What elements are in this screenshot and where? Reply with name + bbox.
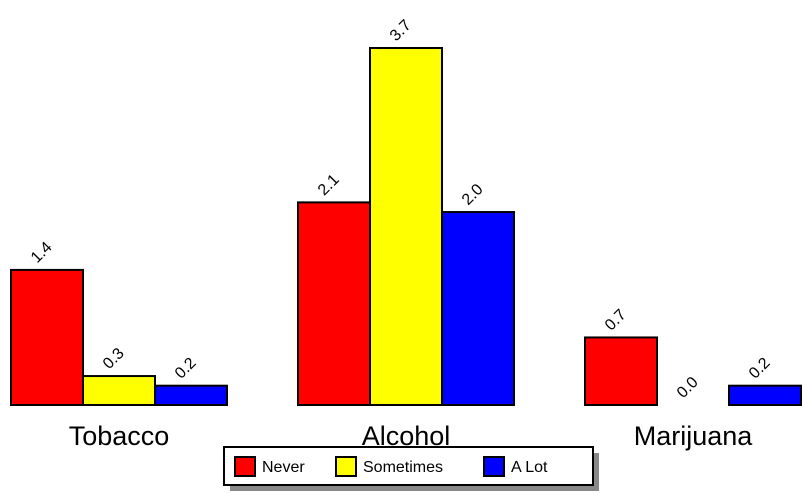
value-label-marijuana-never: 0.7 — [602, 306, 630, 334]
bar-tobacco-a-lot — [154, 384, 228, 406]
bar-tobacco-sometimes — [82, 375, 156, 406]
value-label-tobacco-a-lot: 0.2 — [172, 355, 200, 383]
value-label-alcohol-sometimes: 3.7 — [387, 17, 415, 45]
legend-label-a-lot: A Lot — [511, 459, 548, 476]
bar-alcohol-a-lot — [441, 211, 515, 406]
bar-alcohol-never — [297, 201, 371, 406]
legend-swatch-a-lot — [483, 456, 505, 477]
legend-swatch-never — [234, 456, 256, 477]
category-labels-group: Tobacco Alcohol Marijuana — [69, 421, 754, 451]
legend-box — [223, 446, 594, 486]
value-label-alcohol-never: 2.1 — [315, 171, 343, 199]
legend: Never Sometimes A Lot — [223, 446, 599, 491]
bar-tobacco-never — [10, 268, 84, 406]
value-label-alcohol-a-lot: 2.0 — [459, 181, 487, 209]
bar-marijuana-never — [584, 336, 658, 407]
value-label-tobacco-never: 1.4 — [28, 239, 56, 267]
bar-marijuana-a-lot — [728, 384, 802, 406]
legend-label-sometimes: Sometimes — [363, 459, 443, 476]
value-label-marijuana-a-lot: 0.2 — [746, 355, 774, 383]
category-label-marijuana: Marijuana — [634, 421, 754, 451]
bars-group — [10, 47, 802, 407]
value-label-tobacco-sometimes: 0.3 — [100, 345, 128, 373]
legend-label-never: Never — [262, 459, 305, 476]
value-label-marijuana-sometimes: 0.0 — [674, 374, 702, 402]
legend-swatch-sometimes — [335, 456, 357, 477]
category-label-tobacco: Tobacco — [69, 421, 170, 451]
bar-alcohol-sometimes — [369, 47, 443, 406]
